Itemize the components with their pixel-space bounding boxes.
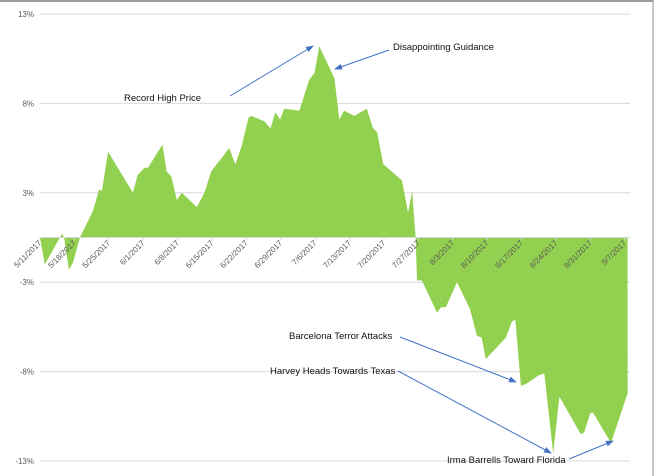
x-tick-label: 7/20/2017 — [356, 238, 388, 270]
x-tick-label: 6/8/2017 — [153, 238, 182, 267]
y-axis-labels: 13% 8% 3% -3% -8% -13% — [15, 10, 34, 466]
y-tick-label: 13% — [18, 10, 34, 19]
x-tick-label: 7/6/2017 — [290, 238, 319, 267]
x-tick-label: 6/22/2017 — [218, 238, 250, 270]
annotation-barcelona: Barcelona Terror Attacks — [289, 331, 393, 342]
y-tick-label: -13% — [15, 457, 34, 466]
annotation-arrow-record-high — [229, 45, 314, 97]
annotations: Record High Price Disappointing Guidance… — [124, 42, 614, 466]
x-tick-label: 7/13/2017 — [321, 238, 353, 270]
annotation-arrow-irma — [568, 440, 614, 460]
series-area-return — [40, 46, 628, 454]
y-tick-label: 3% — [22, 189, 34, 198]
x-tick-label: 5/25/2017 — [81, 238, 113, 270]
y-tick-label: 8% — [22, 99, 34, 108]
annotation-irma: Irma Barrells Toward Florida — [447, 455, 566, 466]
y-tick-label: -3% — [20, 278, 34, 287]
x-tick-label: 6/15/2017 — [184, 238, 216, 270]
annotation-harvey: Harvey Heads Towards Texas — [270, 366, 396, 377]
annotation-disappointing-guidance: Disappointing Guidance — [393, 42, 494, 53]
annotation-arrow-barcelona — [399, 336, 517, 383]
x-tick-label: 5/11/2017 — [12, 238, 43, 269]
y-tick-label: -8% — [20, 368, 34, 377]
x-tick-label: 6/29/2017 — [253, 238, 285, 270]
annotation-arrow-harvey — [397, 370, 552, 454]
annotation-arrow-guidance — [334, 49, 390, 70]
annotation-record-high: Record High Price — [124, 93, 201, 104]
x-tick-label: 6/1/2017 — [118, 238, 147, 267]
